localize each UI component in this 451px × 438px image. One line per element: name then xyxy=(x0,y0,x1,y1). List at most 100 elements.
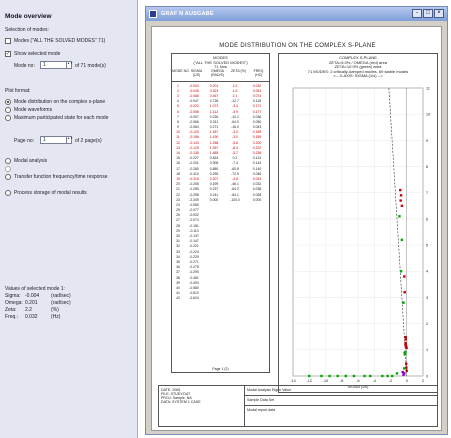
plot-option-s-plane[interactable]: Mode distribution on the complex s-plane xyxy=(5,99,105,105)
table-cell: 0.290 xyxy=(209,171,219,176)
modes-all-checkbox-row[interactable]: Modes ("ALL THE SOLVED MODES" 71) xyxy=(5,38,105,44)
x-tick-label: -14 xyxy=(290,379,296,383)
table-cell: -0.135 xyxy=(189,151,199,156)
table-row: 11 -0.156 1.190 -3.0 0.189 xyxy=(172,135,269,140)
table-cell: 34 xyxy=(176,254,180,259)
table-cell: -5.6 xyxy=(232,140,238,145)
table-cell: -64.0 xyxy=(231,119,239,124)
data-point xyxy=(405,345,408,349)
s-plane-plot: COMPLEX S-PLANE ZETA=5.0% / OMEGA (red) … xyxy=(278,53,438,393)
table-row: 32 -0.221 xyxy=(172,244,269,249)
table-cell: -0.255 xyxy=(189,182,199,187)
data-point xyxy=(404,338,407,341)
table-cell: 20 xyxy=(176,182,180,187)
radio-icon[interactable] xyxy=(5,174,11,180)
y-tick-label: 3 xyxy=(426,296,428,300)
table-cell: 0.171 xyxy=(252,104,262,109)
table-cell: -0.221 xyxy=(189,244,199,249)
table-cell: -0.493 xyxy=(189,280,199,285)
table-row: 26 -0.002 xyxy=(172,213,269,218)
stepper-arrows-icon[interactable]: ▲▼ xyxy=(66,62,73,68)
y-tick-label: 10 xyxy=(426,113,430,117)
table-cell: 0.000 xyxy=(209,197,219,202)
y-tick-label: 8 xyxy=(426,165,428,169)
table-body: 1 -0.004 0.201 2.2 0.032 2 -0.045 0.323 1.6 0.051… xyxy=(172,83,269,301)
table-cell: 1.258 xyxy=(209,140,219,145)
table-cell: 0.728 xyxy=(209,99,219,104)
table-cell: -0.045 xyxy=(189,88,199,93)
table-cell: 0.043 xyxy=(252,125,262,130)
table-cell: 40 xyxy=(176,285,180,290)
checkbox-icon[interactable] xyxy=(5,38,11,44)
table-cell: 0.051 xyxy=(252,88,262,93)
x-tick-label: -6 xyxy=(356,379,359,383)
radio-icon[interactable] xyxy=(5,158,11,164)
radio-icon[interactable] xyxy=(5,115,11,121)
mode-values: Values of selected mode 1: Sigma: -0.004(… xyxy=(5,285,81,320)
modal-analysis-row[interactable]: Modal analysis xyxy=(5,158,47,164)
plot-option-max-state[interactable]: Maximum participated state for each mode xyxy=(5,115,109,121)
table-cell: 2.2 xyxy=(232,83,238,88)
table-cell: 31 xyxy=(176,239,180,244)
table-cell: -10.2 xyxy=(231,114,239,119)
x-axis-label: SIGMA (1/s) xyxy=(348,385,369,389)
process-storage-row[interactable]: Process storage of modal results xyxy=(5,190,87,196)
table-row: 35 -0.271 xyxy=(172,259,269,264)
table-row: 6 -0.058 1.112 -5.9 0.177 xyxy=(172,109,269,114)
table-cell: -3.0 xyxy=(232,135,238,140)
radio-selected-icon[interactable] xyxy=(5,99,11,105)
table-cell: -64.1 xyxy=(231,192,239,197)
table-row: 1 -0.004 0.201 2.2 0.032 xyxy=(172,83,269,88)
data-point xyxy=(404,343,407,347)
x-tick-label: -4 xyxy=(373,379,376,383)
table-cell: 0.311 xyxy=(209,119,219,124)
transfer-function-row[interactable]: Transfer function frequency/time respons… xyxy=(5,174,107,180)
window-title: GRAF N AUSGABE xyxy=(161,11,214,17)
window-titlebar[interactable]: GRAF N AUSGABE - □ × xyxy=(146,7,447,21)
title-block: DATE: 2005 FILE: STUDY.DAT PROJ: Sample,… xyxy=(158,385,438,427)
table-row: 8 -0.066 0.311 -64.0 0.050 xyxy=(172,119,269,124)
table-cell: 0.050 xyxy=(252,119,262,124)
table-row: 40 -0.580 xyxy=(172,285,269,290)
maximize-button[interactable]: □ xyxy=(423,9,433,18)
table-cell: 39 xyxy=(176,280,180,285)
table-cell: -0.004 xyxy=(189,83,199,88)
minimize-button[interactable]: - xyxy=(412,9,422,18)
stepper-arrows-icon[interactable]: ▲▼ xyxy=(66,137,73,143)
title-block-right: Modal Analysis Eigen Value Sample Data S… xyxy=(245,386,437,426)
close-button[interactable]: × xyxy=(434,9,444,18)
table-row: 30 -0.137 xyxy=(172,233,269,238)
table-cell: -0.084 xyxy=(189,125,199,130)
table-cell: 0.236 xyxy=(252,151,262,156)
x-tick-label: -8 xyxy=(340,379,343,383)
table-cell: -0.310 xyxy=(189,171,199,176)
page-no-stepper[interactable]: 1 ▲▼ xyxy=(40,136,73,144)
plot-option-waveforms[interactable]: Mode waveforms xyxy=(5,107,52,113)
show-selected-checkbox-row[interactable]: ✓ Show selected mode xyxy=(5,51,60,57)
page-no-value: 1 xyxy=(43,137,46,143)
data-point xyxy=(308,374,311,378)
table-cell: -2.349 xyxy=(189,197,199,202)
table-cell: -0.074 xyxy=(189,218,199,223)
radio-icon[interactable] xyxy=(5,190,11,196)
data-point xyxy=(381,374,384,378)
data-point xyxy=(403,367,406,370)
damping-reference-line xyxy=(388,87,408,377)
plot-option-label: Maximum participated state for each mode xyxy=(14,115,109,121)
checked-checkbox-icon[interactable]: ✓ xyxy=(5,50,11,57)
plot-format-heading: Plot format: xyxy=(5,88,31,94)
table-cell: 0.036 xyxy=(252,114,262,119)
col-header: MODE NO xyxy=(172,69,189,73)
process-label: Process storage of modal results xyxy=(14,190,87,196)
table-cell: 41 xyxy=(176,291,180,296)
mode-no-stepper[interactable]: 1 ▲▼ xyxy=(40,61,73,69)
plot-header: COMPLEX S-PLANE ZETA=5.0% / OMEGA (red) … xyxy=(307,55,409,78)
app-icon xyxy=(149,10,157,18)
table-cell: 1.485 xyxy=(209,151,219,156)
radio-icon[interactable] xyxy=(5,107,11,113)
table-cell: 25 xyxy=(176,208,180,213)
mode-no-label: Mode no: xyxy=(14,63,35,69)
table-cell: 37 xyxy=(176,270,180,275)
table-cell: 13 xyxy=(176,145,180,150)
table-cell: -0.580 xyxy=(189,285,199,290)
